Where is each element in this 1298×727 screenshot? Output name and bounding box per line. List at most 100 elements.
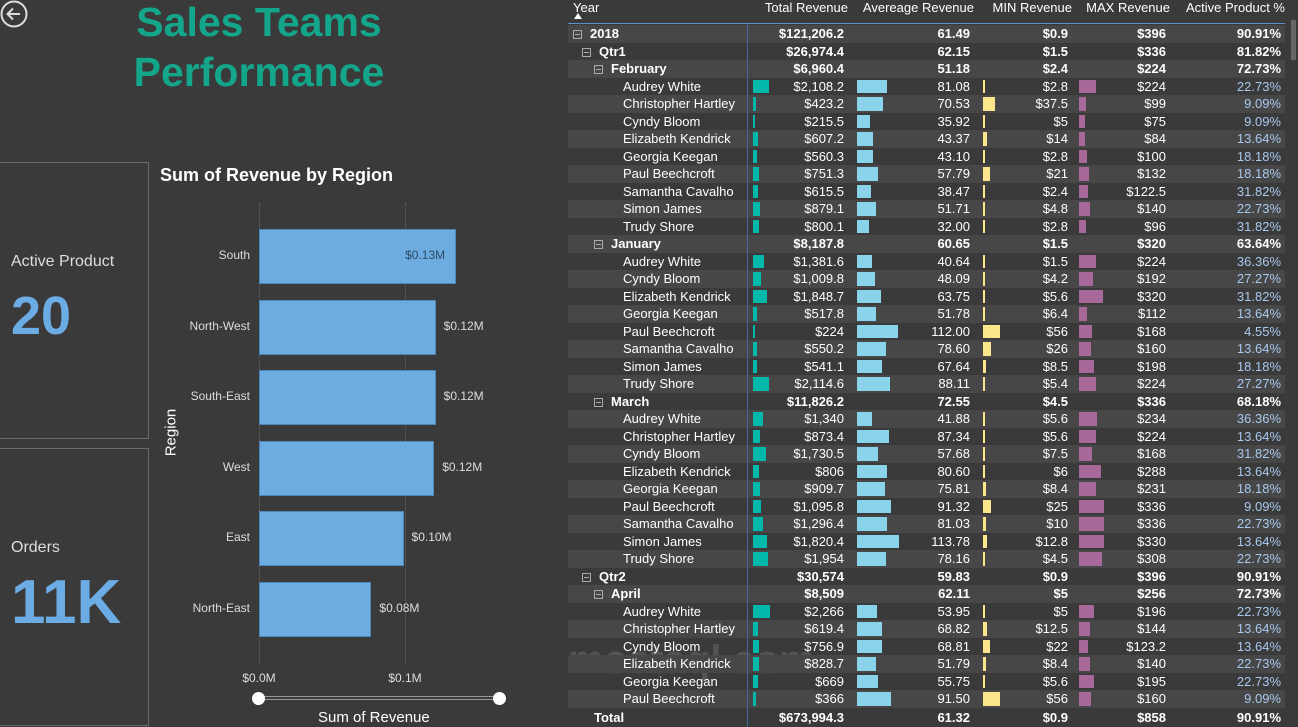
cell-min-revenue: $5.6 bbox=[978, 428, 1068, 446]
month-row[interactable]: January $8,187.8 60.65 $1.5 $320 63.64% bbox=[568, 235, 1285, 253]
row-label: Qtr2 bbox=[599, 568, 626, 584]
row-label-cell: Simon James bbox=[623, 358, 702, 376]
sort-ascending-icon[interactable] bbox=[574, 13, 582, 19]
row-label-cell: Georgia Keegan bbox=[623, 480, 718, 498]
month-row[interactable]: April $8,509 62.11 $5 $256 72.73% bbox=[568, 585, 1285, 603]
cell-total-revenue: $1,009.8 bbox=[748, 270, 844, 288]
x-tick-label: $0.0M bbox=[242, 671, 276, 685]
data-bar bbox=[983, 184, 985, 198]
data-bar bbox=[753, 639, 759, 653]
collapse-icon[interactable] bbox=[594, 397, 603, 407]
cell-value: 91.50 bbox=[937, 691, 970, 706]
data-bar bbox=[1079, 482, 1097, 496]
total-cell: 61.32 bbox=[937, 710, 970, 725]
category-label: South bbox=[218, 248, 250, 262]
data-bar bbox=[983, 79, 985, 93]
column-header[interactable]: Year bbox=[573, 0, 600, 15]
cell-total-revenue: $2,108.2 bbox=[748, 78, 844, 96]
collapse-icon[interactable] bbox=[582, 47, 591, 57]
total-cell: $673,994.3 bbox=[778, 710, 844, 725]
cell-min-revenue: $2.4 bbox=[978, 60, 1068, 78]
vertical-scrollbar[interactable] bbox=[1289, 0, 1298, 727]
collapse-icon[interactable] bbox=[573, 30, 582, 40]
cell-value: $320 bbox=[1137, 236, 1166, 251]
scrollbar-thumb[interactable] bbox=[1291, 20, 1296, 60]
cell-max-revenue: $224 bbox=[1074, 375, 1166, 393]
cell-average-revenue: 59.83 bbox=[852, 568, 970, 586]
column-header[interactable]: Total Revenue bbox=[764, 0, 848, 15]
bar-west[interactable] bbox=[259, 440, 435, 496]
month-row[interactable]: February $6,960.4 51.18 $2.4 $224 72.73% bbox=[568, 60, 1285, 78]
bar-south-east[interactable] bbox=[259, 370, 436, 426]
data-bar bbox=[1079, 79, 1096, 93]
bar-south[interactable] bbox=[259, 229, 457, 284]
cell-value: 31.82% bbox=[1236, 446, 1281, 461]
cell-value: $1,848.7 bbox=[793, 288, 844, 304]
cell-value: $8,509 bbox=[804, 586, 844, 601]
data-bar bbox=[1079, 272, 1094, 286]
cell-value: $6,960.4 bbox=[793, 61, 844, 76]
person-row: Paul Beechcroft $1,095.8 91.32 $25 $336 9.09% bbox=[568, 498, 1285, 516]
cell-value: $2.8 bbox=[1042, 218, 1068, 234]
total-cell: $0.9 bbox=[1042, 710, 1068, 725]
collapse-icon[interactable] bbox=[594, 240, 603, 250]
data-bar bbox=[857, 412, 873, 426]
data-bar bbox=[857, 377, 890, 391]
cell-average-revenue: 61.49 bbox=[852, 25, 970, 43]
cell-value: $873.4 bbox=[804, 428, 844, 444]
cell-value: 81.08 bbox=[937, 78, 970, 94]
cell-average-revenue: 91.50 bbox=[852, 690, 970, 708]
cell-min-revenue: $7.5 bbox=[978, 445, 1068, 463]
cell-value: 9.09% bbox=[1244, 691, 1281, 706]
data-bar bbox=[983, 482, 986, 496]
data-bar bbox=[1079, 429, 1096, 443]
cell-value: $800.1 bbox=[804, 218, 844, 234]
row-label: Audrey White bbox=[623, 411, 702, 426]
collapse-icon[interactable] bbox=[594, 590, 603, 600]
cell-max-revenue: $288 bbox=[1074, 463, 1166, 481]
data-bar bbox=[857, 359, 883, 373]
row-label-cell: Simon James bbox=[623, 533, 702, 551]
bar-north-east[interactable] bbox=[259, 582, 372, 637]
data-bar bbox=[753, 464, 760, 478]
column-header[interactable]: MIN Revenue bbox=[992, 0, 1072, 15]
cell-active-product-pct: 22.73% bbox=[1170, 550, 1281, 568]
cell-value: $669 bbox=[815, 673, 844, 689]
bar-east[interactable] bbox=[259, 511, 404, 567]
column-header[interactable]: MAX Revenue bbox=[1086, 0, 1170, 15]
cell-max-revenue: $75 bbox=[1074, 113, 1166, 131]
quarter-row[interactable]: Qtr1 $26,974.4 62.15 $1.5 $336 81.82% bbox=[568, 43, 1285, 61]
year-row[interactable]: 2018 $121,206.2 61.49 $0.9 $396 90.91% bbox=[568, 25, 1285, 43]
collapse-icon[interactable] bbox=[582, 572, 591, 582]
cell-value: 68.18% bbox=[1236, 393, 1281, 409]
data-bar bbox=[753, 482, 760, 496]
row-label-cell: Cyndy Bloom bbox=[623, 445, 700, 463]
cell-average-revenue: 53.95 bbox=[852, 603, 970, 621]
bar-north-west[interactable] bbox=[259, 299, 436, 355]
back-button[interactable] bbox=[0, 0, 28, 28]
cell-min-revenue: $0.9 bbox=[978, 568, 1068, 586]
column-header[interactable]: Avereage Revenue bbox=[862, 0, 974, 15]
data-bar bbox=[983, 412, 985, 426]
collapse-icon[interactable] bbox=[594, 65, 603, 75]
column-header[interactable]: Active Product % bbox=[1186, 0, 1285, 15]
month-row[interactable]: March $11,826.2 72.55 $4.5 $336 68.18% bbox=[568, 393, 1285, 411]
x-axis-range-slider[interactable] bbox=[252, 692, 506, 705]
data-bar bbox=[1079, 324, 1092, 338]
cell-total-revenue: $215.5 bbox=[748, 113, 844, 131]
quarter-row[interactable]: Qtr2 $30,574 59.83 $0.9 $396 90.91% bbox=[568, 568, 1285, 586]
person-row: Audrey White $2,266 53.95 $5 $196 22.73% bbox=[568, 603, 1285, 621]
cell-value: $2,114.6 bbox=[794, 376, 844, 391]
slider-start-handle[interactable] bbox=[252, 692, 265, 705]
arrow-left-circle-icon bbox=[0, 0, 28, 28]
cell-average-revenue: 67.64 bbox=[852, 358, 970, 376]
cell-value: $224 bbox=[1137, 428, 1166, 444]
cell-value: $5.6 bbox=[1042, 288, 1068, 304]
cell-total-revenue: $541.1 bbox=[748, 358, 844, 376]
cell-value: 31.82% bbox=[1236, 218, 1281, 234]
person-row: Elizabeth Kendrick $828.7 51.79 $8.4 $140 22.… bbox=[568, 655, 1285, 673]
slider-end-handle[interactable] bbox=[493, 692, 506, 705]
data-bar bbox=[1079, 447, 1092, 461]
cell-average-revenue: 57.68 bbox=[852, 445, 970, 463]
cell-value: $336 bbox=[1137, 393, 1166, 409]
